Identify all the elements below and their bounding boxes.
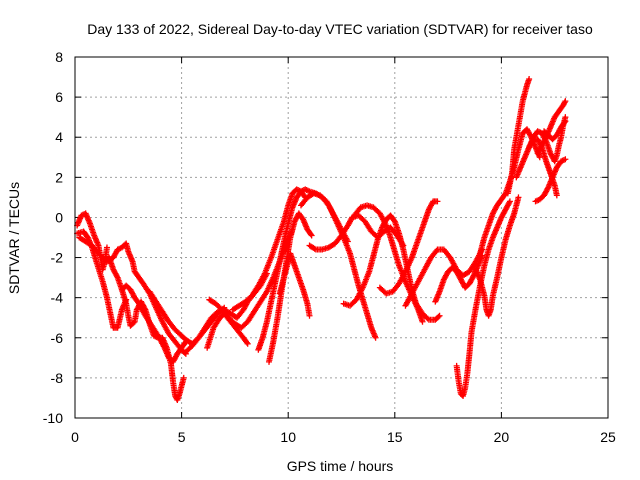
grid-lines [75, 57, 608, 418]
data-series-arc-29 [541, 118, 569, 143]
data-point [244, 340, 251, 347]
data-series-arc-10 [229, 186, 309, 313]
data-series-arc-22 [472, 194, 522, 319]
data-point [243, 339, 250, 346]
y-tick-label: -8 [51, 370, 64, 386]
data-point [562, 118, 569, 125]
y-tick-label: -6 [51, 330, 64, 346]
data-point [562, 156, 569, 163]
data-series-arc-3 [76, 234, 189, 357]
data-series-arc-14 [297, 190, 379, 341]
plot-frame [74, 56, 609, 419]
data-point [434, 198, 441, 205]
x-tick-label: 10 [280, 429, 296, 445]
data-point [306, 312, 313, 319]
y-tick-label: 4 [55, 129, 63, 145]
data-point [307, 231, 314, 238]
data-point [311, 245, 318, 252]
data-series-arc-21 [453, 198, 513, 399]
data-point [180, 374, 187, 381]
data-point [469, 273, 476, 280]
data-point [544, 185, 551, 192]
data-point [308, 232, 315, 239]
data-point [424, 315, 431, 322]
data-series-arc-5 [118, 282, 189, 365]
y-tick-label: -10 [43, 410, 63, 426]
data-point [542, 135, 549, 142]
data-point [536, 154, 543, 161]
x-tick-label: 0 [71, 429, 79, 445]
data-points [74, 76, 569, 403]
y-axis-label: SDTVAR / TECUs [6, 182, 22, 294]
data-series-arc-1 [74, 210, 110, 273]
chart-title: Day 133 of 2022, Sidereal Day-to-day VTE… [87, 21, 593, 37]
data-series-arc-2 [74, 228, 130, 331]
data-point [372, 334, 379, 341]
data-series-arc-20 [432, 252, 486, 305]
x-tick-label: 5 [178, 429, 186, 445]
data-point [113, 273, 120, 280]
data-series-arc-11 [255, 186, 351, 353]
data-point [419, 318, 426, 325]
data-point [561, 119, 568, 126]
y-tick-label: 8 [55, 49, 63, 65]
data-point [436, 312, 443, 319]
x-axis-label: GPS time / hours [287, 458, 394, 474]
data-point [433, 247, 440, 254]
data-point [506, 199, 513, 206]
data-point [506, 198, 513, 205]
y-tick-label: 2 [55, 169, 63, 185]
data-series-arc-13 [276, 250, 313, 319]
y-tick-label: 0 [55, 209, 63, 225]
data-series-arc-26 [532, 156, 569, 205]
data-point [103, 244, 110, 251]
y-tick-label: 6 [55, 89, 63, 105]
data-point [526, 76, 533, 83]
data-point [561, 99, 568, 106]
x-tick-label: 15 [387, 429, 403, 445]
data-series-arc-18 [376, 198, 441, 297]
data-point [435, 313, 442, 320]
data-point [553, 192, 560, 199]
data-point [562, 98, 569, 105]
y-tick-label: -2 [51, 250, 64, 266]
data-series-arc-24 [504, 76, 533, 197]
data-series-arc-28 [534, 98, 569, 157]
data-point [515, 194, 522, 201]
y-tick-label: -4 [51, 290, 64, 306]
x-tick-label: 20 [494, 429, 510, 445]
x-tick-label: 25 [600, 429, 616, 445]
